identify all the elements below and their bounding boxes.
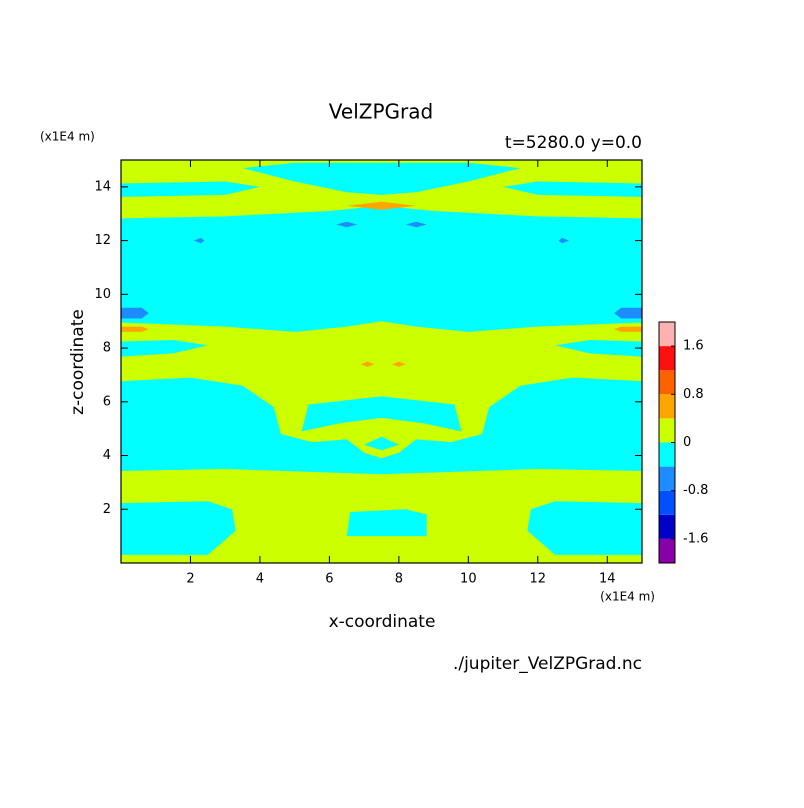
- colorbar-bin: [659, 490, 675, 515]
- y-tick-label: 6: [103, 394, 111, 409]
- contour-region: [121, 160, 642, 219]
- y-axis-label: z-coordinate: [68, 309, 88, 415]
- y-tick-label: 12: [94, 233, 111, 248]
- colorbar-tick-label: -0.8: [683, 483, 708, 498]
- chart-title: VelZPGrad: [329, 100, 433, 124]
- plot-frame: [120, 159, 643, 564]
- contour-region: [121, 340, 642, 357]
- colorbar-bin: [659, 466, 675, 491]
- footnote: ./jupiter_VelZPGrad.nc: [453, 654, 642, 674]
- contour-region: [121, 469, 642, 563]
- contour-field: [121, 160, 642, 563]
- colorbar-tick-label: 0.8: [683, 387, 704, 402]
- x-tick-label: 2: [186, 572, 194, 587]
- y-tick-label: 8: [103, 341, 111, 356]
- y-tick-label: 4: [103, 448, 111, 463]
- x-tick-label: 8: [395, 572, 403, 587]
- contour-region: [121, 321, 642, 459]
- colorbar-bin: [659, 322, 675, 347]
- colorbar-bin: [659, 514, 675, 539]
- colorbar-bin: [659, 370, 675, 395]
- colorbar-tick-label: -1.6: [683, 531, 708, 546]
- y-tick-label: 10: [94, 287, 111, 302]
- colorbar-bin: [659, 418, 675, 443]
- y-unit: (x1E4 m): [40, 130, 95, 144]
- x-tick-label: 6: [325, 572, 333, 587]
- colorbar-bin: [659, 442, 675, 467]
- colorbar-bin: [659, 346, 675, 371]
- colorbar-tick-label: 0: [683, 435, 691, 450]
- chart-subtitle: t=5280.0 y=0.0: [505, 133, 642, 153]
- x-tick-label: 10: [460, 572, 477, 587]
- colorbar-bin: [659, 538, 675, 563]
- colorbar-bin: [659, 394, 675, 419]
- x-tick-label: 12: [530, 572, 547, 587]
- y-tick-label: 2: [103, 502, 111, 517]
- x-unit: (x1E4 m): [600, 590, 655, 604]
- colorbar-tick-label: 1.6: [683, 339, 704, 354]
- x-axis-label: x-coordinate: [329, 612, 436, 632]
- x-tick-label: 14: [599, 572, 616, 587]
- x-tick-label: 4: [256, 572, 264, 587]
- y-tick-label: 14: [94, 179, 111, 194]
